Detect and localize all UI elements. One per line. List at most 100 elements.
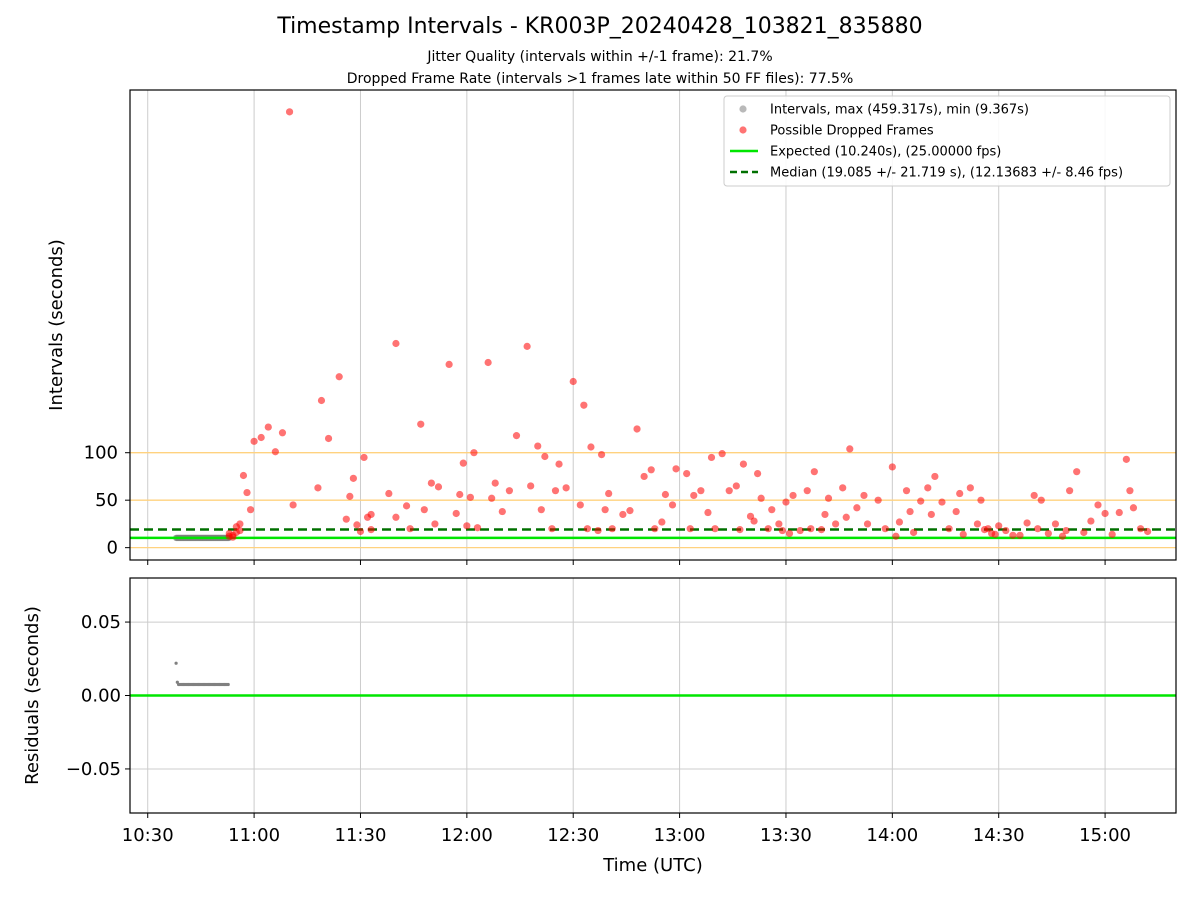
- dropped-frame-point: [732, 482, 740, 490]
- dropped-frame-point: [807, 525, 815, 533]
- y-tick-label: 50: [95, 490, 118, 511]
- dropped-frame-point: [246, 506, 255, 514]
- dropped-frame-point: [938, 498, 946, 506]
- residual-point: [174, 661, 178, 665]
- dropped-frame-point: [1051, 520, 1060, 528]
- dropped-frame-point: [1023, 519, 1031, 527]
- residuals-y-axis-label: Residuals (seconds): [22, 606, 43, 785]
- dropped-frame-point: [431, 520, 439, 528]
- dropped-frame-point: [569, 377, 577, 386]
- dropped-frame-point: [587, 443, 595, 451]
- dropped-frame-point: [832, 520, 840, 528]
- dropped-frame-point: [782, 498, 790, 506]
- dropped-frame-point: [927, 510, 935, 519]
- dropped-frame-point: [605, 489, 613, 498]
- dropped-frame-point: [1002, 526, 1010, 535]
- dropped-frame-point: [1087, 517, 1095, 525]
- dropped-frame-point: [257, 433, 265, 442]
- dropped-frame-point: [236, 520, 244, 528]
- dropped-frame-point: [973, 520, 982, 528]
- dropped-frame-point: [672, 465, 680, 473]
- dropped-frame-point: [853, 504, 861, 512]
- dropped-frame-point: [711, 525, 719, 533]
- dropped-frames-series: [225, 108, 1152, 541]
- dropped-frame-subtitle: Dropped Frame Rate (intervals >1 frames …: [346, 71, 854, 87]
- dropped-frame-point: [1058, 532, 1067, 540]
- intervals-x-ticks: [147, 560, 1106, 565]
- dropped-frame-point: [349, 474, 357, 482]
- dropped-frame-point: [1101, 509, 1109, 518]
- dropped-frame-point: [707, 453, 716, 462]
- residuals-y-ticks: 0.05 0.00 −0.05: [66, 612, 130, 780]
- dropped-frame-point: [417, 420, 425, 428]
- dropped-frame-point: [1030, 491, 1038, 500]
- intervals-axes-frame: [129, 89, 1177, 561]
- dropped-frame-point: [456, 490, 464, 499]
- dropped-frame-point: [750, 517, 758, 525]
- legend-expected-label: Expected (10.240s), (25.00000 fps): [770, 145, 1001, 160]
- intervals-y-axis-label: Intervals (seconds): [46, 239, 67, 411]
- x-tick-label: 14:00: [866, 825, 918, 846]
- dropped-frame-point: [1108, 530, 1116, 538]
- dropped-frame-point: [775, 520, 783, 528]
- dropped-frame-point: [725, 487, 733, 495]
- time-x-axis-label: Time (UTC): [602, 855, 703, 876]
- dropped-frame-point: [236, 526, 244, 535]
- dropped-frame-point: [718, 450, 726, 458]
- dropped-frame-point: [683, 469, 691, 478]
- dropped-frame-point: [640, 472, 648, 481]
- dropped-frame-point: [647, 466, 655, 474]
- y-tick-label: 0: [107, 538, 118, 559]
- dropped-frame-point: [406, 525, 414, 533]
- dropped-frame-point: [633, 425, 641, 433]
- dropped-frame-point: [402, 502, 411, 510]
- dropped-frame-point: [314, 484, 322, 492]
- dropped-frame-point: [860, 491, 868, 500]
- dropped-frame-point: [356, 527, 365, 536]
- dropped-frame-point: [1009, 531, 1017, 539]
- dropped-frame-point: [842, 513, 850, 521]
- dropped-frame-point: [512, 432, 521, 440]
- dropped-frame-point: [736, 526, 744, 534]
- chart-title: Timestamp Intervals - KR003P_20240428_10…: [277, 14, 923, 39]
- dropped-frame-point: [1066, 487, 1074, 495]
- intervals-panel: 0 50 100 Intervals (seconds) Intervals, ma…: [46, 89, 1177, 565]
- residuals-series: [174, 661, 230, 687]
- dropped-frame-point: [551, 487, 560, 495]
- x-tick-label: 13:30: [760, 825, 812, 846]
- dropped-frame-point: [910, 528, 918, 537]
- dropped-frame-point: [580, 401, 588, 409]
- dropped-frame-point: [810, 468, 818, 476]
- dropped-frame-point: [583, 525, 592, 533]
- dropped-frame-point: [995, 522, 1003, 530]
- dropped-frame-point: [278, 429, 287, 437]
- dropped-frame-point: [597, 451, 606, 459]
- dropped-frame-point: [803, 487, 811, 495]
- legend-dropped-label: Possible Dropped Frames: [770, 124, 934, 139]
- dropped-frame-point: [817, 526, 826, 534]
- dropped-frame-point: [473, 524, 482, 532]
- dropped-frame-point: [271, 448, 279, 456]
- dropped-frame-point: [906, 507, 914, 516]
- dropped-frame-point: [434, 483, 443, 491]
- x-tick-label: 11:30: [335, 825, 387, 846]
- dropped-frame-point: [1016, 531, 1024, 539]
- dropped-frame-point: [658, 518, 666, 526]
- dropped-frame-point: [789, 491, 797, 500]
- residuals-panel: 0.050.00−0.05 10:30 11:00 11:30 12:00 12:30 1…: [22, 577, 1177, 876]
- dropped-frame-point: [498, 507, 506, 516]
- x-tick-label: 12:00: [441, 825, 493, 846]
- dropped-frame-point: [651, 525, 659, 533]
- dropped-frame-point: [353, 521, 361, 529]
- dropped-frame-point: [537, 506, 545, 514]
- x-tick-label: 15:00: [1079, 825, 1131, 846]
- dropped-frame-point: [250, 437, 258, 445]
- dropped-frame-point: [264, 423, 272, 431]
- y-tick-label: 0.00: [81, 686, 121, 707]
- dropped-frame-point: [527, 482, 535, 490]
- dropped-frame-point: [991, 530, 999, 538]
- dropped-frame-point: [1062, 526, 1070, 535]
- dropped-frame-point: [608, 525, 616, 533]
- dropped-frame-point: [562, 484, 570, 492]
- dropped-frame-point: [902, 487, 911, 495]
